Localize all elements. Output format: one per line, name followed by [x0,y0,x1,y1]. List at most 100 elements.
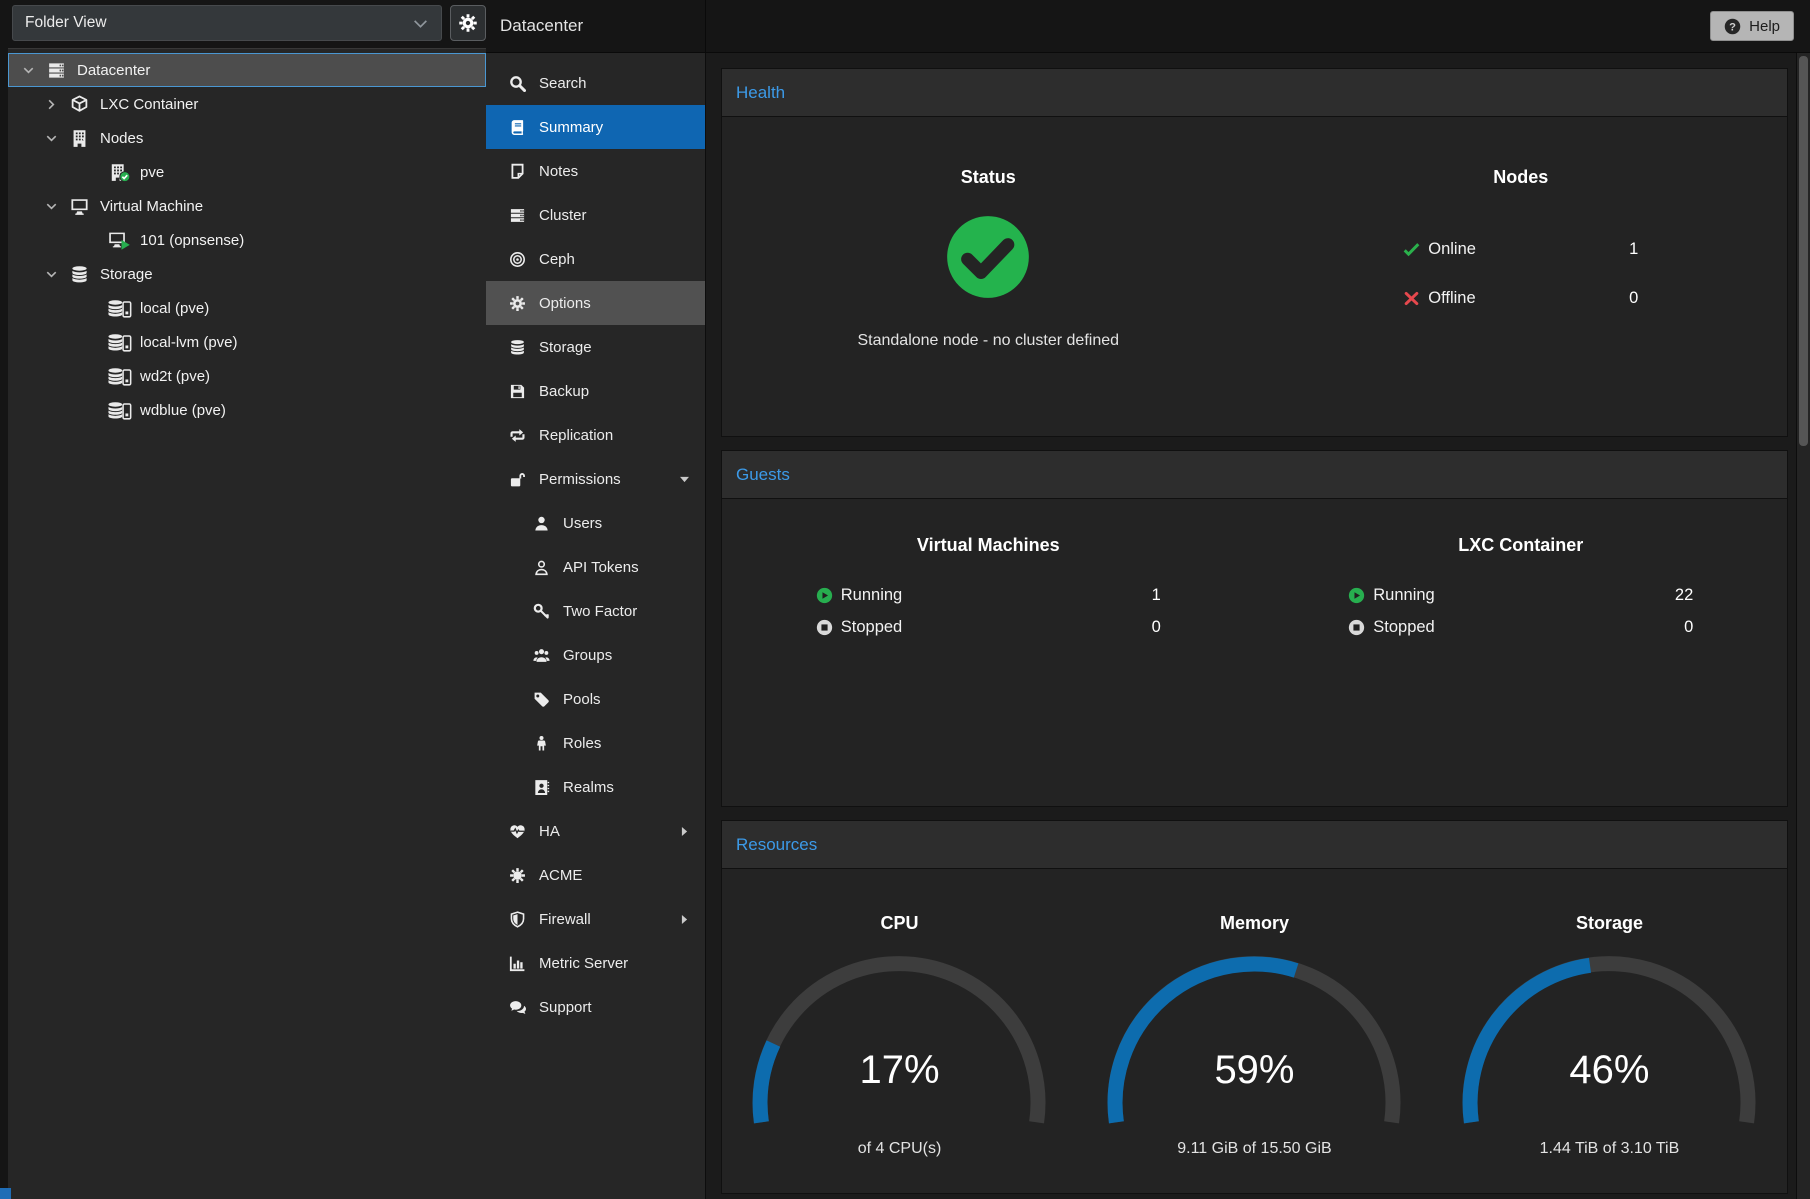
datacenter-menu: SearchSummaryNotes Cluster Ceph OptionsStor… [486,53,706,1199]
tree-settings-button[interactable] [450,5,486,41]
menu-item-pools[interactable]: Pools [486,677,705,721]
gauge-title: CPU [880,913,918,934]
database-drive-icon [106,299,133,318]
gauge-percent: 17% [749,1048,1049,1093]
tree-item-label: local (pve) [140,300,209,317]
menu-item-label: Roles [563,735,601,752]
svg-text:?: ? [1729,21,1736,33]
monitor-play-icon [106,231,133,250]
status-heading: Status [961,167,1016,188]
ceph-icon [508,250,526,268]
chevron-right-icon[interactable] [44,96,66,112]
resource-tree-panel: Folder View Datacenter LXC Container Nodes… [0,0,486,1199]
monitor-icon [66,197,93,216]
floppy-icon [508,382,526,400]
menu-item-label: Pools [563,691,601,708]
tree-item-lxc-container[interactable]: LXC Container [8,87,486,121]
key-icon [532,602,550,620]
guest-state-label: Stopped [1373,618,1434,637]
running-icon [1348,587,1365,604]
menu-item-notes[interactable]: Notes [486,149,705,193]
tree-item-virtual-machine[interactable]: Virtual Machine [8,189,486,223]
guests-panel-body: Virtual MachinesRunning1Stopped0LXC Cont… [722,499,1787,806]
guest-state-label: Running [1373,586,1434,605]
guest-state-row-stopped[interactable]: Stopped0 [816,618,1161,637]
guest-state-row-running[interactable]: Running22 [1348,586,1693,605]
users-icon [532,646,550,664]
tree-item-local-pve[interactable]: local (pve) [8,291,486,325]
view-selector-value: Folder View [25,14,107,32]
chevron-down-icon[interactable] [44,266,66,282]
running-icon [816,587,833,604]
menu-item-roles[interactable]: Roles [486,721,705,765]
menu-item-options[interactable]: Options [486,281,705,325]
tree-item-101-opnsense[interactable]: 101 (opnsense) [8,223,486,257]
tree-item-wd2t-pve[interactable]: wd2t (pve) [8,359,486,393]
menu-item-support[interactable]: Support [486,985,705,1029]
node-status-value: 1 [1629,240,1638,259]
menu-item-ha[interactable]: HA [486,809,705,853]
tree-item-label: LXC Container [100,96,198,113]
main-column: Datacenter ? Help SearchSummaryNotesClus… [486,0,1810,1199]
database-icon [66,265,93,284]
tree-indent [84,300,106,316]
menu-item-api-tokens[interactable]: API Tokens [486,545,705,589]
guest-state-rows: Running22 Stopped0 [1348,586,1693,637]
menu-item-permissions[interactable]: Permissions [486,457,705,501]
note-icon [508,162,526,180]
tree-item-datacenter[interactable]: Datacenter [8,53,486,87]
resource-gauge-memory: Memory59%9.11 GiB of 15.50 GiB [1077,869,1432,1193]
menu-item-groups[interactable]: Groups [486,633,705,677]
building-icon [66,129,93,148]
menu-item-realms[interactable]: Realms [486,765,705,809]
menu-item-metric-server[interactable]: Metric Server [486,941,705,985]
menu-item-search[interactable]: Search [486,61,705,105]
menu-item-label: Cluster [539,207,587,224]
gauge-percent: 46% [1459,1048,1759,1093]
triangle-down-icon [678,473,691,486]
comments-icon [508,998,526,1016]
menu-item-ceph[interactable]: Ceph [486,237,705,281]
guest-state-row-running[interactable]: Running1 [816,586,1161,605]
menu-item-storage[interactable]: Storage [486,325,705,369]
tree-item-pve[interactable]: pve [8,155,486,189]
chevron-down-icon[interactable] [44,198,66,214]
content-scrollbar[interactable] [1796,53,1810,1199]
view-selector[interactable]: Folder View [12,5,442,41]
tree-item-nodes[interactable]: Nodes [8,121,486,155]
menu-item-users[interactable]: Users [486,501,705,545]
tree-item-storage[interactable]: Storage [8,257,486,291]
triangle-right-icon [678,825,691,838]
menu-item-acme[interactable]: ACME [486,853,705,897]
status-ok-icon [945,214,1031,300]
guest-state-row-stopped[interactable]: Stopped0 [1348,618,1693,637]
scrollbar-thumb[interactable] [1799,56,1808,446]
node-status-row-offline: Offline0 [1403,289,1638,308]
menu-item-label: API Tokens [563,559,639,576]
tree-item-local-lvm-pve[interactable]: local-lvm (pve) [8,325,486,359]
guest-state-value: 0 [1152,618,1161,637]
tree-item-wdblue-pve[interactable]: wdblue (pve) [8,393,486,427]
book-icon [508,118,526,136]
menu-item-label: Ceph [539,251,575,268]
chevron-down-icon[interactable] [44,130,66,146]
menu-item-two-factor[interactable]: Two Factor [486,589,705,633]
chevron-down-icon [412,15,429,32]
resources-panel-title: Resources [722,821,1787,869]
help-button[interactable]: ? Help [1710,11,1794,41]
menu-item-replication[interactable]: Replication [486,413,705,457]
chevron-down-icon[interactable] [21,62,43,78]
nodes-heading: Nodes [1493,167,1548,188]
menu-item-summary[interactable]: Summary [486,105,705,149]
retweet-icon [508,426,526,444]
guest-state-rows: Running1 Stopped0 [816,586,1161,637]
menu-item-backup[interactable]: Backup [486,369,705,413]
nodes-status-column: Nodes Online1Offline0 [1255,117,1788,436]
cluster-status-column: Status Standalone node - no cluster defi… [722,117,1255,436]
menu-item-firewall[interactable]: Firewall [486,897,705,941]
menu-item-cluster[interactable]: Cluster [486,193,705,237]
resource-gauge-storage: Storage46%1.44 TiB of 3.10 TiB [1432,869,1787,1193]
server-stack-icon [508,206,526,224]
tree-item-label: Virtual Machine [100,198,203,215]
guests-column-lxc-container: LXC ContainerRunning22Stopped0 [1255,499,1788,806]
